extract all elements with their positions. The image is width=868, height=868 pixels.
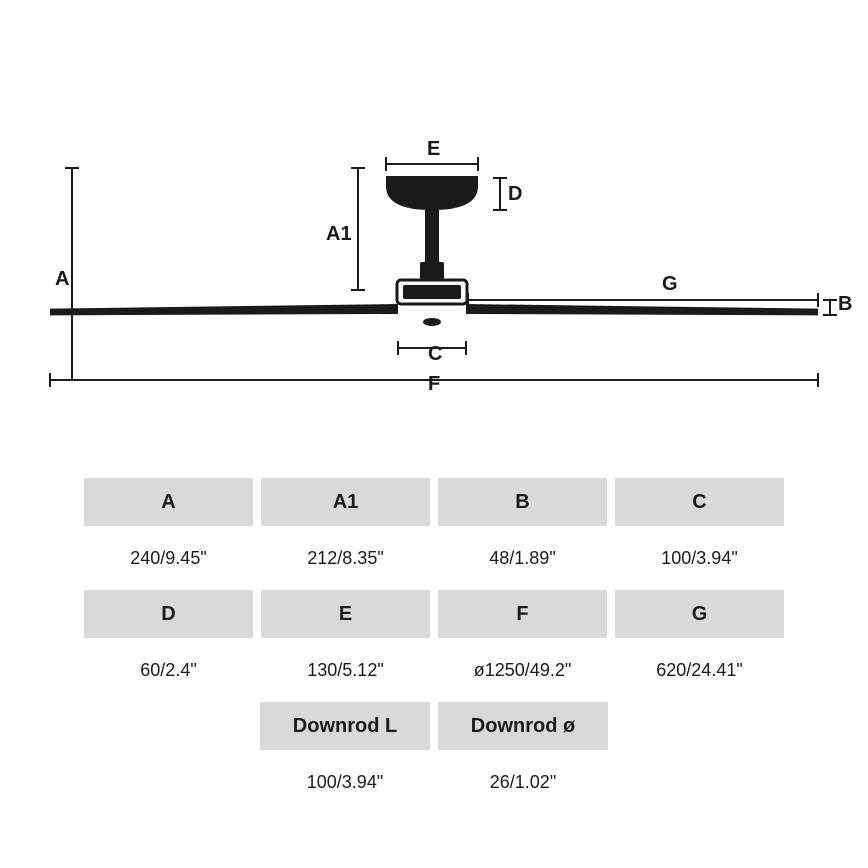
fan-diagram: A A1 B C D E F G xyxy=(0,0,868,430)
dim-label-E: E xyxy=(427,138,440,161)
table-header: G xyxy=(615,590,784,638)
table-header: Downrod L xyxy=(260,702,430,750)
dim-label-D: D xyxy=(508,183,522,206)
table-row: Downrod L Downrod ø xyxy=(84,702,784,750)
table-header: F xyxy=(438,590,607,638)
table-row: 100/3.94" 26/1.02" xyxy=(84,758,784,806)
table-row: 240/9.45" 212/8.35" 48/1.89" 100/3.94" xyxy=(84,534,784,582)
dim-label-G: G xyxy=(662,273,678,296)
table-header: B xyxy=(438,478,607,526)
table-value: 48/1.89" xyxy=(438,534,607,582)
table-value: 620/24.41" xyxy=(615,646,784,694)
table-header: A1 xyxy=(261,478,430,526)
dim-label-F: F xyxy=(428,373,440,396)
table-value: 26/1.02" xyxy=(438,758,608,806)
table-row: 60/2.4" 130/5.12" ø1250/49.2" 620/24.41" xyxy=(84,646,784,694)
dimensions-table: A A1 B C 240/9.45" 212/8.35" 48/1.89" 10… xyxy=(84,478,784,814)
table-value: 212/8.35" xyxy=(261,534,430,582)
table-header: A xyxy=(84,478,253,526)
table-header: Downrod ø xyxy=(438,702,608,750)
table-header: E xyxy=(261,590,430,638)
table-header: C xyxy=(615,478,784,526)
dim-label-A: A xyxy=(55,268,69,291)
dim-label-C: C xyxy=(428,343,442,366)
table-value: 100/3.94" xyxy=(615,534,784,582)
table-value: 100/3.94" xyxy=(260,758,430,806)
table-row: D E F G xyxy=(84,590,784,638)
table-row: A A1 B C xyxy=(84,478,784,526)
table-header: D xyxy=(84,590,253,638)
table-value: 130/5.12" xyxy=(261,646,430,694)
dim-label-A1: A1 xyxy=(326,223,352,246)
table-value: 60/2.4" xyxy=(84,646,253,694)
dim-label-B: B xyxy=(838,293,852,316)
table-value: ø1250/49.2" xyxy=(438,646,607,694)
table-value: 240/9.45" xyxy=(84,534,253,582)
